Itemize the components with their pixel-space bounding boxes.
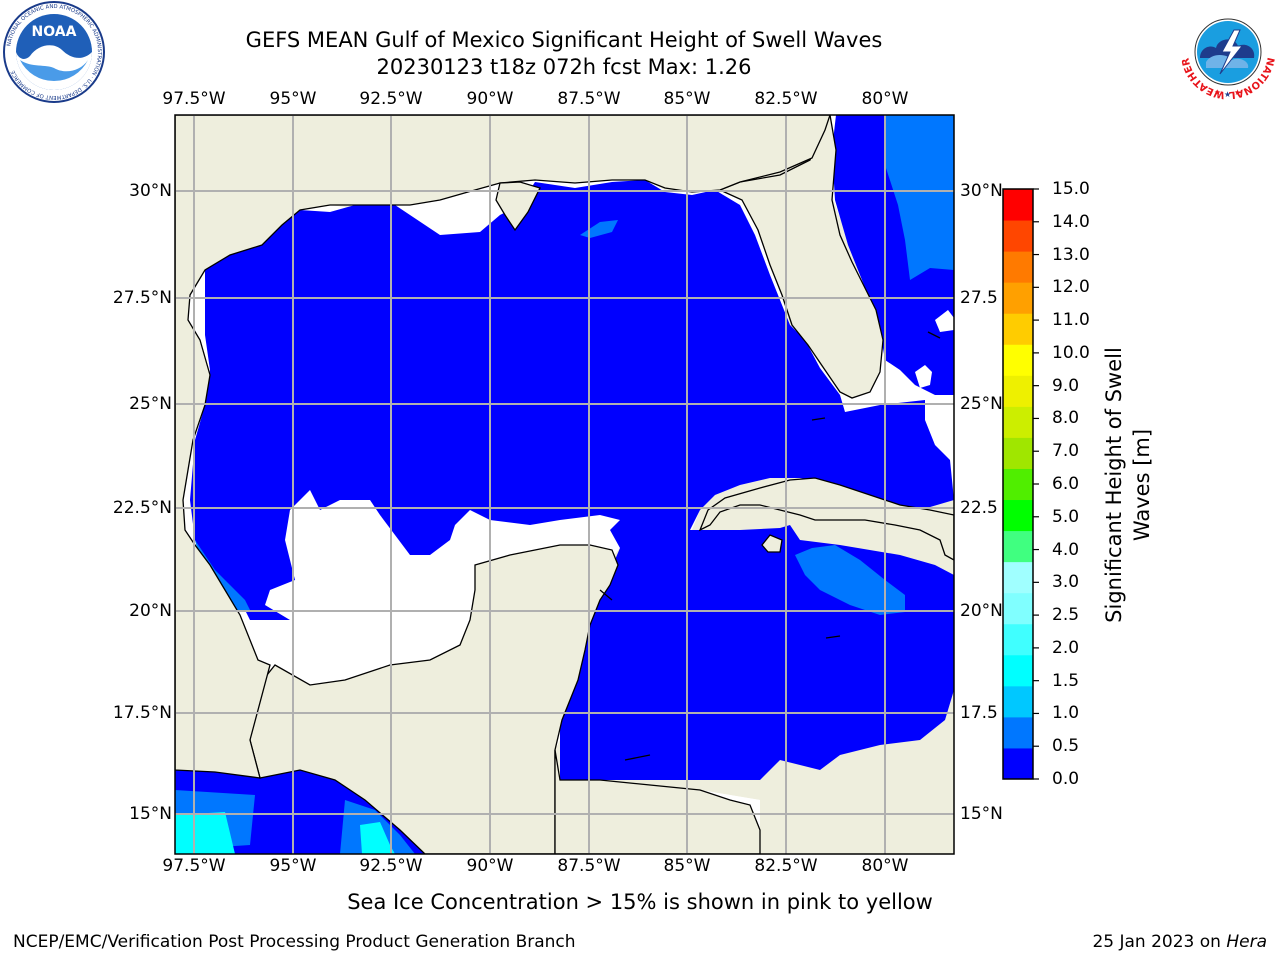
lat-label-left: 20°N bbox=[129, 601, 172, 621]
lat-label-right: 30°N bbox=[960, 181, 1003, 201]
lat-label-left: 27.5°N bbox=[112, 288, 172, 308]
colorbar-segment bbox=[1003, 592, 1033, 625]
colorbar-segment bbox=[1003, 282, 1033, 314]
swell-region-1.0-1.5 bbox=[175, 812, 235, 854]
colorbar-tick-label: 4.0 bbox=[1052, 539, 1080, 560]
lon-label-bottom: 97.5°W bbox=[162, 856, 226, 876]
map-frame bbox=[174, 114, 955, 855]
colorbar-segment bbox=[1003, 685, 1033, 718]
colorbar-tick-label: 5.0 bbox=[1052, 506, 1080, 527]
footer-credit: NCEP/EMC/Verification Post Processing Pr… bbox=[13, 932, 576, 952]
lon-label-bottom: 82.5°W bbox=[754, 856, 818, 876]
noaa-logo-text: NOAA bbox=[32, 24, 77, 40]
colorbar-segment bbox=[1003, 375, 1033, 407]
colorbar-label: Significant Height of Swell Waves [m] bbox=[1102, 347, 1154, 623]
colorbar-segment bbox=[1003, 747, 1033, 780]
colorbar-segment bbox=[1003, 437, 1033, 469]
colorbar-tick-label: 9.0 bbox=[1052, 375, 1080, 396]
lon-label-bottom: 85°W bbox=[663, 856, 711, 876]
colorbar-tick-label: 12.0 bbox=[1052, 277, 1090, 298]
lat-label-right: 22.5 bbox=[960, 498, 998, 518]
footer-date: 25 Jan 2023 on Hera bbox=[1092, 932, 1267, 952]
lon-label-bottom: 92.5°W bbox=[359, 856, 423, 876]
colorbar-tick-label: 7.0 bbox=[1052, 441, 1080, 462]
colorbar-segment bbox=[1003, 499, 1033, 532]
lon-label-bottom: 80°W bbox=[861, 856, 909, 876]
colorbar-tick-label: 8.0 bbox=[1052, 408, 1080, 429]
colorbar-segment bbox=[1003, 313, 1033, 345]
colorbar-segment bbox=[1003, 716, 1033, 749]
colorbar-tick-label: 0.5 bbox=[1052, 736, 1080, 757]
graticule bbox=[175, 115, 954, 854]
lon-label-top: 95°W bbox=[269, 89, 317, 109]
svg-text:★: ★ bbox=[1224, 90, 1231, 99]
colorbar-segment bbox=[1003, 344, 1033, 376]
footer-host: Hera bbox=[1226, 932, 1267, 952]
colorbar-tick-label: 2.0 bbox=[1052, 637, 1080, 658]
colorbar-tick-label: 13.0 bbox=[1052, 244, 1090, 265]
lat-label-left: 17.5°N bbox=[112, 703, 172, 723]
colorbar-tick-label: 1.0 bbox=[1052, 703, 1080, 724]
lat-label-right: 17.5 bbox=[960, 703, 998, 723]
lat-label-left: 22.5°N bbox=[112, 498, 172, 518]
sea-ice-note: Sea Ice Concentration > 15% is shown in … bbox=[347, 890, 933, 914]
colorbar-tick-label: 2.5 bbox=[1052, 605, 1080, 626]
colorbar-segment bbox=[1003, 251, 1033, 283]
lat-label-left: 15°N bbox=[129, 804, 172, 824]
lat-label-left: 30°N bbox=[129, 181, 172, 201]
colorbar-tick-label: 3.0 bbox=[1052, 572, 1080, 593]
colorbar-tick-label: 15.0 bbox=[1052, 179, 1090, 199]
colorbar-tick-label: 10.0 bbox=[1052, 342, 1090, 363]
colorbar-segment bbox=[1003, 654, 1033, 687]
colorbar-segment bbox=[1003, 468, 1033, 501]
lon-label-top: 80°W bbox=[861, 89, 909, 109]
swell-region-0-0.5 bbox=[190, 180, 954, 780]
colorbar-segment bbox=[1003, 220, 1033, 252]
lon-label-top: 87.5°W bbox=[557, 89, 621, 109]
svg-text:★: ★ bbox=[1234, 88, 1241, 97]
lat-label-left: 25°N bbox=[129, 394, 172, 414]
lon-label-top: 92.5°W bbox=[359, 89, 423, 109]
swell-region-0.5-1.0 bbox=[885, 115, 954, 280]
colorbar-tick-label: 6.0 bbox=[1052, 474, 1080, 494]
lon-label-top: 90°W bbox=[466, 89, 514, 109]
footer-date-text: 25 Jan 2023 on bbox=[1092, 932, 1227, 952]
lat-label-right: 20°N bbox=[960, 601, 1003, 621]
lon-label-bottom: 90°W bbox=[466, 856, 514, 876]
colorbar-tick-label: 11.0 bbox=[1052, 310, 1090, 331]
colorbar-tick-label: 1.5 bbox=[1052, 670, 1080, 691]
nws-logo: NATIONAL WEATHER SERVICE ★ ★ ★ bbox=[1176, 0, 1276, 100]
lat-label-right: 15°N bbox=[960, 804, 1003, 824]
lon-label-bottom: 87.5°W bbox=[557, 856, 621, 876]
colorbar bbox=[1002, 188, 1039, 780]
colorbar-segment bbox=[1003, 189, 1033, 221]
colorbar-segment bbox=[1003, 561, 1033, 594]
lon-label-bottom: 95°W bbox=[269, 856, 317, 876]
lat-label-right: 25°N bbox=[960, 394, 1003, 414]
colorbar-tick-label: 14.0 bbox=[1052, 211, 1090, 232]
chart-title-line2: 20230123 t18z 072h fcst Max: 1.26 bbox=[376, 55, 752, 79]
svg-text:★: ★ bbox=[1214, 88, 1221, 97]
colorbar-segment bbox=[1003, 530, 1033, 563]
land-cuba bbox=[698, 477, 954, 561]
land-florida bbox=[718, 115, 884, 399]
noaa-logo: NOAA NATIONAL OCEANIC AND ATMOSPHERIC AD… bbox=[3, 1, 105, 103]
land-yucatan bbox=[249, 544, 619, 854]
lon-label-top: 82.5°W bbox=[754, 89, 818, 109]
chart-title-line1: GEFS MEAN Gulf of Mexico Significant Hei… bbox=[245, 28, 883, 52]
colorbar-segment bbox=[1003, 406, 1033, 438]
lat-label-right: 27.5 bbox=[960, 288, 998, 308]
lon-label-top: 85°W bbox=[663, 89, 711, 109]
colorbar-tick-label: 0.0 bbox=[1052, 769, 1080, 789]
colorbar-segment bbox=[1003, 623, 1033, 656]
lon-label-top: 97.5°W bbox=[162, 89, 226, 109]
